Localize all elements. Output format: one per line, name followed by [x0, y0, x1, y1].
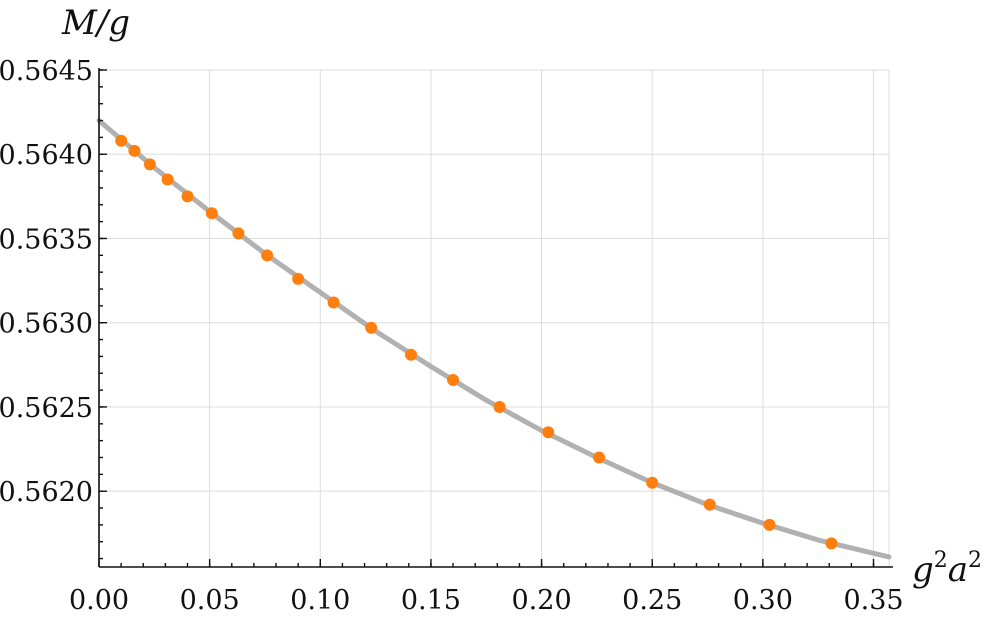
data-point: [493, 400, 506, 413]
data-point: [128, 144, 141, 157]
tick-labels: 0.00 0.05 0.10 0.15 0.20 0.25 0.30 0.35 0.5620 0.…: [0, 56, 904, 616]
x-tick-label: 0.05: [180, 585, 240, 616]
x-tick-label: 0.35: [843, 585, 903, 616]
data-point: [161, 173, 174, 186]
x-tick-label: 0.20: [512, 585, 572, 616]
y-tick-label: 0.5645: [0, 56, 93, 87]
fit-curve: [96, 118, 892, 560]
data-point: [646, 476, 659, 489]
x-tick-label: 0.00: [69, 585, 129, 616]
data-point: [143, 158, 156, 171]
x-axis-title-exp1: 2: [934, 548, 948, 573]
x-axis-title: g2a2: [912, 548, 982, 590]
data-point: [292, 272, 305, 285]
data-point: [261, 249, 274, 262]
data-point: [365, 321, 378, 334]
data-point: [825, 537, 838, 550]
data-point: [115, 134, 128, 147]
fit-curve-layer: [96, 118, 892, 560]
data-point: [205, 207, 218, 220]
data-point: [405, 348, 418, 361]
data-point: [327, 296, 340, 309]
y-tick-label: 0.5620: [0, 477, 93, 508]
x-tick-label: 0.30: [733, 585, 793, 616]
y-axis-title: M/g: [61, 3, 130, 43]
data-point: [542, 426, 555, 439]
data-point: [447, 373, 460, 386]
x-tick-label: 0.15: [401, 585, 461, 616]
y-tick-label: 0.5640: [0, 140, 93, 171]
x-axis-title-exp2: 2: [968, 548, 982, 573]
x-axis-title-g: g: [912, 550, 934, 590]
grid: [99, 69, 890, 567]
y-tick-label: 0.5635: [0, 224, 93, 255]
data-points-layer: [115, 134, 838, 550]
data-point: [703, 498, 716, 511]
data-point: [593, 451, 606, 464]
y-tick-label: 0.5625: [0, 393, 93, 424]
data-point: [763, 518, 776, 531]
x-tick-label: 0.25: [622, 585, 682, 616]
x-axis-title-a: a: [948, 550, 968, 590]
data-point: [232, 227, 245, 240]
x-tick-label: 0.10: [290, 585, 350, 616]
axes: [98, 68, 893, 568]
data-point: [181, 190, 194, 203]
y-tick-label: 0.5630: [0, 309, 93, 340]
